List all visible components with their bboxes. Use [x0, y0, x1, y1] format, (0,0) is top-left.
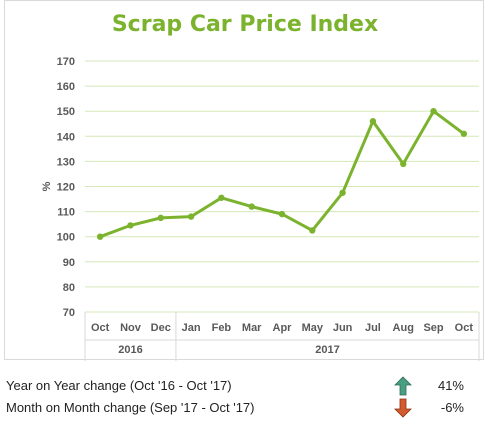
x-tick-label: Oct [455, 322, 474, 334]
data-point [460, 130, 468, 137]
year-group-label: 2016 [118, 344, 142, 356]
data-point [96, 233, 104, 240]
chart-title: Scrap Car Price Index [112, 12, 378, 37]
data-point [430, 108, 437, 115]
data-point [218, 194, 225, 201]
data-point [157, 214, 164, 222]
data-point [309, 227, 316, 234]
x-tick-label: Jan [182, 322, 201, 334]
x-tick-label: Feb [212, 322, 232, 334]
x-tick-label: Aug [393, 322, 414, 334]
x-tick-label: Apr [273, 322, 293, 334]
data-point [248, 203, 255, 210]
data-point [339, 189, 346, 196]
x-tick-label: Mar [242, 322, 262, 334]
y-tick-label: 130 [57, 156, 75, 168]
series-line [99, 109, 465, 239]
data-point [400, 160, 407, 168]
y-tick-label: 110 [57, 207, 75, 219]
y-tick-label: 170 [57, 56, 75, 68]
x-tick-label: Jul [365, 322, 381, 334]
data-point [278, 210, 286, 218]
yoy-label: Year on Year change (Oct '16 - Oct '17) [6, 378, 232, 393]
y-tick-label: 80 [63, 282, 75, 294]
x-tick-label: Sep [423, 322, 443, 334]
y-tick-label: 140 [57, 131, 75, 143]
data-point [187, 213, 195, 220]
y-tick-label: 150 [57, 106, 75, 118]
y-tick-label: 100 [57, 232, 75, 244]
mom-stat-row: Month on Month change (Sep '17 - Oct '17… [6, 398, 484, 418]
yoy-stat-row: Year on Year change (Oct '16 - Oct '17) … [6, 376, 484, 396]
mom-label: Month on Month change (Sep '17 - Oct '17… [6, 400, 255, 415]
x-tick-label: May [302, 322, 324, 334]
y-axis-label: % [41, 181, 53, 191]
year-group-label: 2017 [315, 344, 339, 356]
x-tick-label: Dec [151, 322, 171, 334]
y-tick-label: 160 [57, 81, 75, 93]
arrow-up-icon [394, 376, 412, 396]
data-point [127, 222, 134, 229]
mom-value: -6% [440, 400, 464, 415]
chart-container: Scrap Car Price Index 70 80 90 100 110 120 130 1… [4, 0, 484, 361]
y-tick-label: 120 [57, 182, 75, 194]
yoy-value: 41% [437, 378, 464, 393]
x-tick-label: Jun [333, 322, 353, 334]
data-point [369, 118, 377, 125]
x-tick-label: Oct [91, 322, 110, 334]
line-chart: Scrap Car Price Index 70 80 90 100 110 120 130 1… [41, 12, 480, 361]
y-tick-label: 70 [63, 307, 75, 319]
arrow-down-icon [394, 398, 412, 418]
x-tick-label: Nov [120, 322, 142, 334]
y-tick-label: 90 [63, 257, 75, 269]
